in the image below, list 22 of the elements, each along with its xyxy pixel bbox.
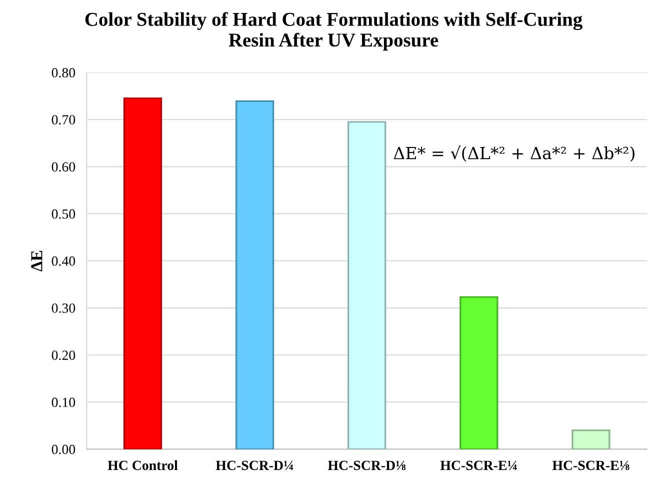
chart-title: Color Stability of Hard Coat Formulations with Self-Curing Resin After UV Exposure [85,12,582,51]
y-axis-title: ΔE [31,250,42,272]
x-tick-label: HC-SCR-E⅛ [552,460,630,470]
y-tick-label: 0.60 [52,162,76,172]
y-tick-label: 0.70 [52,115,76,125]
x-tick-label: HC Control [108,460,178,470]
bar [572,430,610,450]
x-tick-label: HC-SCR-D⅛ [328,460,406,470]
bar [348,121,386,450]
y-tick-label: 0.80 [52,68,76,78]
y-tick-label: 0.00 [52,444,76,454]
y-tick-label: 0.30 [52,303,76,313]
bar [460,296,498,450]
bar [235,100,274,450]
y-tick-label: 0.10 [52,398,76,408]
y-tick-label: 0.50 [52,209,76,219]
y-tick-label: 0.20 [52,350,76,360]
x-tick-label: HC-SCR-E¼ [440,460,517,470]
y-tick-label: 0.40 [52,256,76,266]
annotation: ΔE* = √(ΔL*² + Δa*² + Δb*²) [394,146,634,162]
x-tick-label: HC-SCR-D¼ [216,460,293,470]
bar [123,98,162,450]
